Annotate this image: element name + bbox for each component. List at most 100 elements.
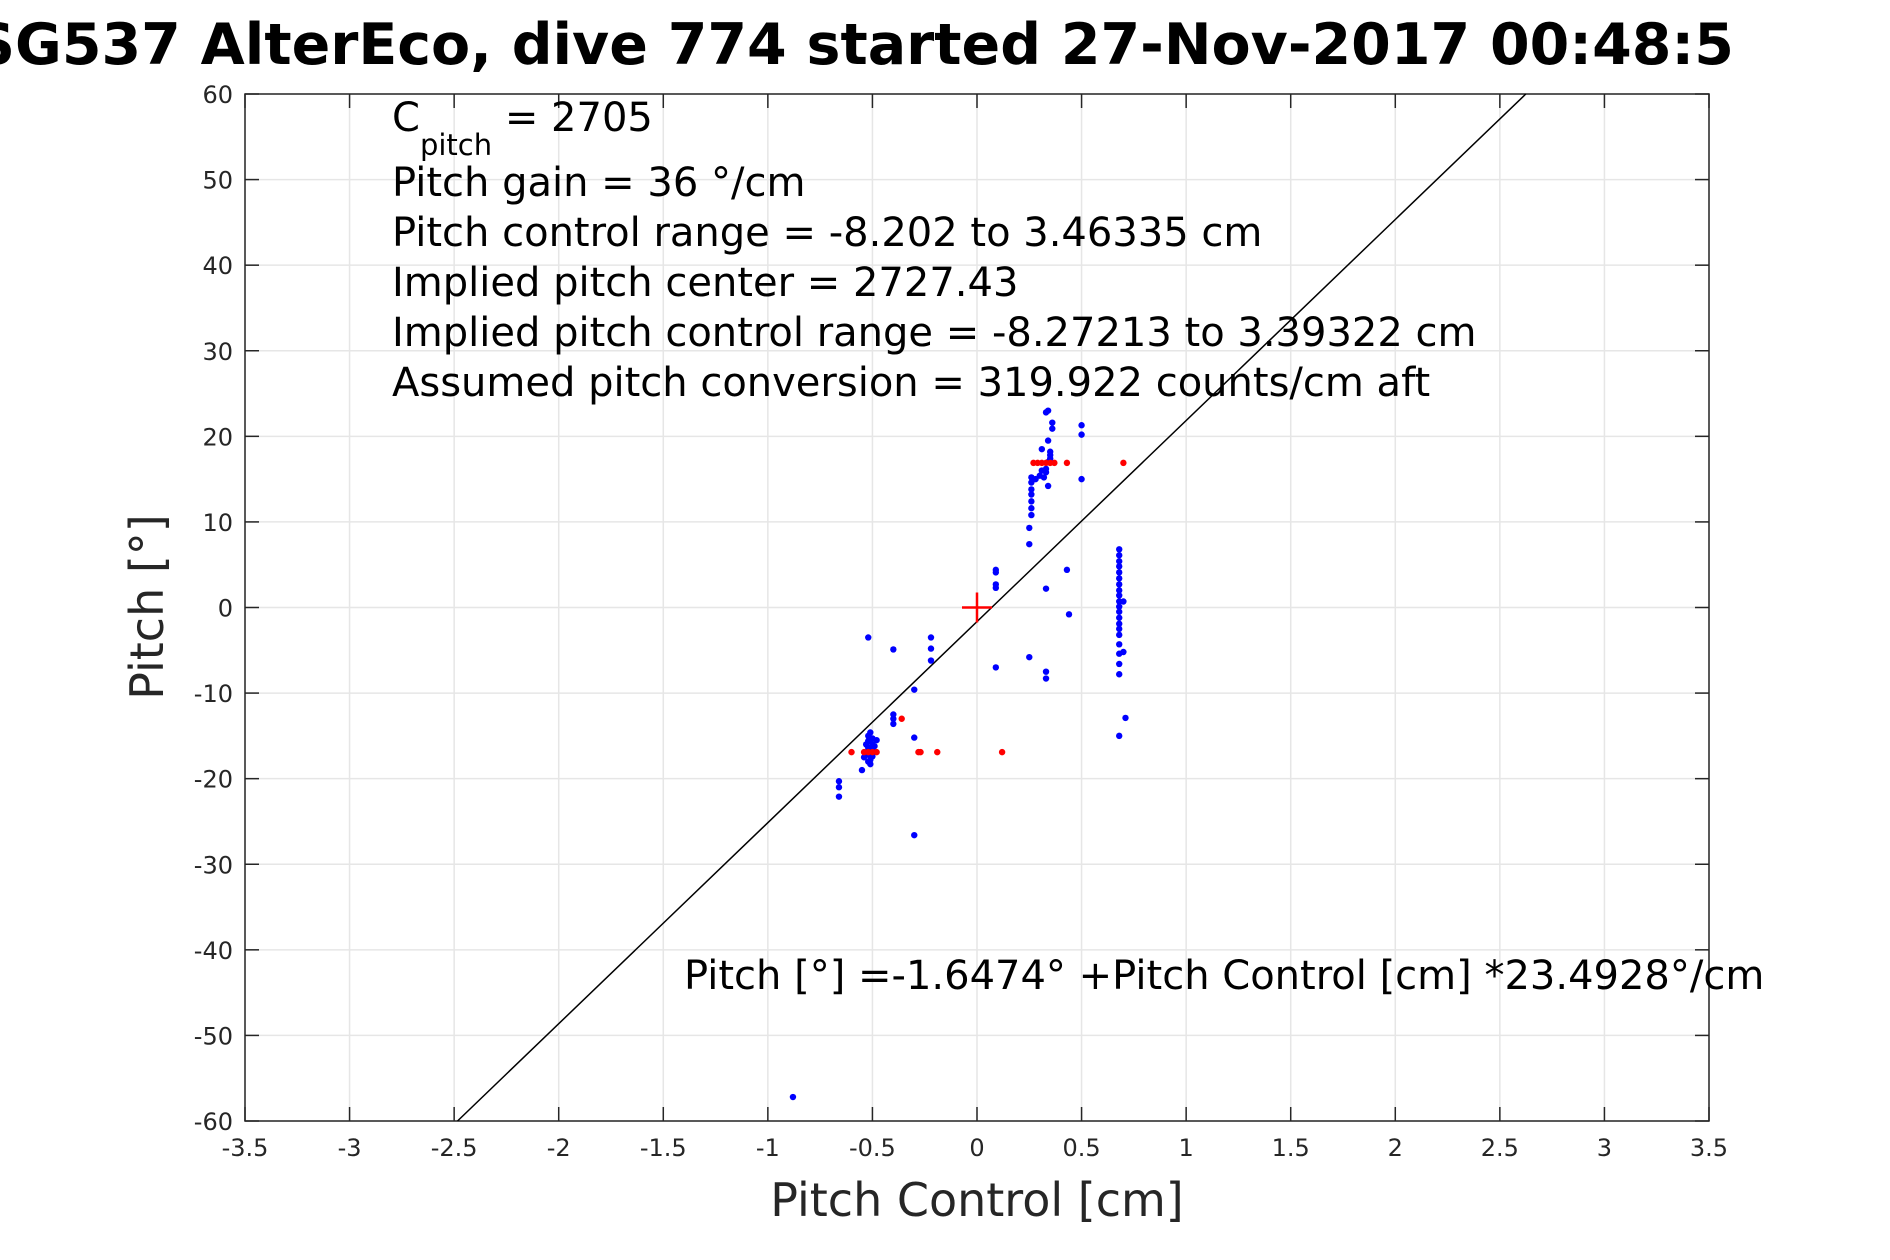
data-point-blue <box>1028 505 1035 512</box>
x-tick-labels: -3.5 -3 -2.5 -2 -1.5 -1 -0.5 0 0.5 1 1.5 2 2.5 3 3.5 <box>222 1134 1729 1162</box>
x-tick-label: -2 <box>547 1134 571 1162</box>
c-pitch-value: = 2705 <box>492 95 653 141</box>
y-tick-label: 60 <box>202 81 233 109</box>
pitch-gain-annotation: Pitch gain = 36 °/cm <box>392 160 805 206</box>
data-point-blue <box>1028 498 1035 505</box>
x-tick-label: -3 <box>338 1134 362 1162</box>
data-point-blue <box>789 1093 797 1101</box>
data-point-blue <box>992 664 1000 671</box>
data-point-blue <box>1116 614 1123 621</box>
y-tick-label: 0 <box>218 595 233 623</box>
x-tick-label: 2.5 <box>1481 1134 1519 1162</box>
data-point-blue <box>1120 648 1127 656</box>
data-point-blue <box>1038 445 1046 453</box>
data-point-blue <box>911 734 918 741</box>
data-point-blue <box>890 715 897 722</box>
x-tick-label: 0.5 <box>1062 1134 1100 1162</box>
data-point-blue <box>865 634 872 641</box>
data-point-blue <box>871 742 878 750</box>
data-point-blue <box>1078 475 1085 483</box>
data-point-blue <box>1116 569 1123 576</box>
control-range-annotation: Pitch control range = -8.202 to 3.46335 … <box>392 210 1262 256</box>
y-tick-label: -60 <box>194 1108 233 1136</box>
data-point-blue <box>911 831 918 839</box>
data-point-blue <box>867 760 874 768</box>
c-pitch-subscript: pitch <box>420 128 492 162</box>
data-point-blue <box>1049 425 1056 432</box>
data-point-blue <box>1116 587 1123 594</box>
data-point-blue <box>1116 546 1123 553</box>
data-point-blue <box>873 736 880 744</box>
data-point-blue <box>1116 671 1123 678</box>
implied-center-annotation: Implied pitch center = 2727.43 <box>392 260 1018 306</box>
info-annotations: Cpitch = 2705 Pitch gain = 36 °/cm Pitch… <box>392 95 1764 999</box>
x-tick-label: -3.5 <box>222 1134 269 1162</box>
data-point-blue <box>1042 668 1050 675</box>
axis-ticks <box>244 93 1710 1122</box>
conversion-annotation: Assumed pitch conversion = 319.922 count… <box>392 360 1430 406</box>
data-point-blue <box>867 729 874 736</box>
x-tick-label: -1.5 <box>640 1134 687 1162</box>
data-point-blue <box>1116 641 1123 648</box>
y-axis-label: Pitch [°] <box>120 514 174 700</box>
data-point-red <box>1120 459 1127 467</box>
y-tick-label: -20 <box>194 766 233 794</box>
data-point-blue <box>1063 566 1071 574</box>
data-point-blue <box>927 634 935 641</box>
y-tick-label: -40 <box>194 937 233 965</box>
data-point-blue <box>1116 592 1123 599</box>
data-point-red <box>848 748 855 756</box>
data-point-blue <box>1028 486 1035 493</box>
x-tick-label: 3 <box>1597 1134 1612 1162</box>
y-tick-label: -30 <box>194 851 233 879</box>
data-point-blue <box>1026 524 1033 532</box>
data-point-blue <box>1116 625 1123 633</box>
y-tick-label: 20 <box>202 423 233 451</box>
data-point-blue <box>835 778 843 785</box>
data-point-red <box>917 748 924 756</box>
data-point-blue <box>1042 675 1050 682</box>
y-tick-label: 40 <box>202 252 233 280</box>
c-pitch-main: C <box>392 95 420 141</box>
y-tick-labels: 60 50 40 30 20 10 0 -10 -20 -30 -40 -50 -60 <box>194 81 233 1136</box>
data-point-blue <box>1116 581 1123 588</box>
x-tick-label: 0 <box>969 1134 984 1162</box>
x-tick-label: 1.5 <box>1272 1134 1310 1162</box>
data-point-blue <box>1026 653 1033 661</box>
data-point-blue <box>1042 585 1050 592</box>
data-point-blue <box>835 793 843 800</box>
data-point-blue <box>1065 611 1073 618</box>
x-tick-label: -0.5 <box>849 1134 896 1162</box>
data-point-blue <box>1120 598 1127 605</box>
data-point-blue <box>1028 511 1035 519</box>
x-axis-label: Pitch Control [cm] <box>770 1173 1184 1227</box>
data-point-blue <box>1044 437 1052 444</box>
data-point-blue <box>1116 631 1123 639</box>
data-point-blue <box>1042 465 1050 473</box>
data-point-blue <box>1044 482 1052 490</box>
data-point-blue <box>911 686 918 693</box>
data-point-blue <box>992 566 1000 574</box>
data-point-blue <box>1116 608 1123 615</box>
data-point-blue <box>1078 422 1085 429</box>
data-point-red <box>873 748 880 756</box>
fit-equation-annotation: Pitch [°] =-1.6474° +Pitch Control [cm] … <box>684 953 1764 999</box>
data-point-red <box>898 715 905 722</box>
x-tick-label: 1 <box>1179 1134 1194 1162</box>
data-point-blue <box>1116 552 1123 559</box>
data-point-red <box>934 748 941 756</box>
grid-lines <box>244 93 1710 1122</box>
data-point-blue <box>1047 448 1054 455</box>
y-tick-label: 10 <box>202 509 233 537</box>
data-point-blue <box>1116 660 1123 668</box>
data-point-blue <box>1028 491 1035 498</box>
data-point-blue <box>1116 575 1123 582</box>
data-point-blue <box>1116 603 1123 610</box>
x-tick-label: 3.5 <box>1690 1134 1728 1162</box>
data-point-blue <box>1078 431 1085 438</box>
y-tick-label: -10 <box>194 680 233 708</box>
implied-range-annotation: Implied pitch control range = -8.27213 t… <box>392 310 1476 356</box>
data-point-blue <box>927 657 935 664</box>
data-point-blue <box>1044 407 1052 414</box>
y-tick-label: 30 <box>202 338 233 366</box>
